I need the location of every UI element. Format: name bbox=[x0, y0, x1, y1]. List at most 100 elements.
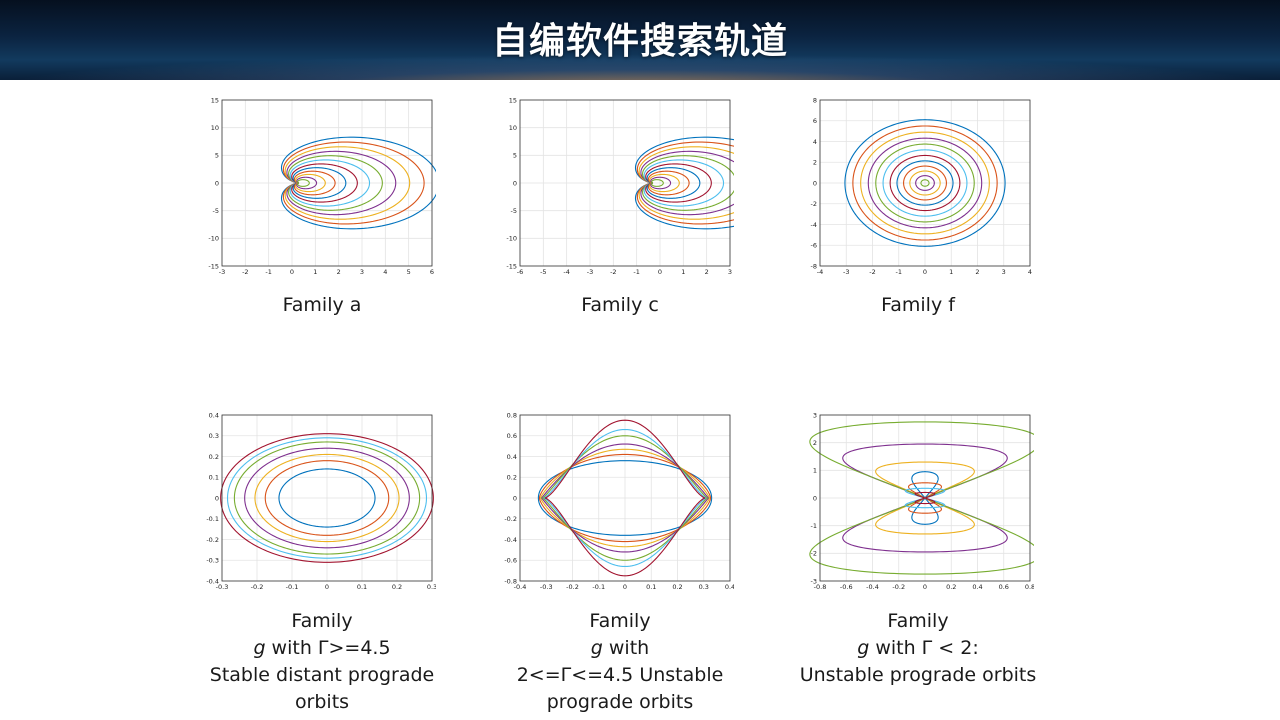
orbit-curve bbox=[284, 146, 411, 220]
orbit-curve bbox=[537, 460, 713, 536]
plot-family-c: -6 -5 -4 -3 -2 -1 0 1 2 3 -15 -10 -5 0 5 10 15 bbox=[498, 96, 734, 276]
caption-line: Family a bbox=[282, 294, 362, 316]
caption-g-symbol: g bbox=[590, 637, 603, 659]
orbit-curve bbox=[264, 460, 390, 536]
plot-family-g-unstable-mid: -0.4 -0.3 -0.2 -0.1 0 0.1 0.2 0.3 0.4 -0.8 -0.6 -0.… bbox=[498, 411, 734, 591]
caption-line: 2<=Γ<=4.5 Unstable bbox=[516, 664, 724, 686]
y-tick-label: 4 bbox=[813, 138, 817, 146]
orbit-curve bbox=[286, 150, 397, 216]
caption-g-symbol: g bbox=[253, 637, 266, 659]
x-tick-label: -6 bbox=[517, 268, 523, 276]
orbit-curve bbox=[643, 159, 725, 207]
caption-line: Family g with Γ>=4.5 bbox=[192, 608, 452, 662]
y-tick-label: 0 bbox=[215, 179, 219, 187]
caption-family-f: Family f bbox=[808, 292, 1028, 319]
orbit-curve bbox=[844, 119, 1006, 247]
orbit-curve bbox=[538, 453, 712, 543]
caption-line: Family c bbox=[581, 294, 659, 316]
x-tick-label: 6 bbox=[430, 268, 434, 276]
orbit-curve bbox=[896, 160, 954, 206]
orbit-curve bbox=[875, 143, 975, 223]
x-tick-label: 4 bbox=[383, 268, 387, 276]
y-tick-label: 0.1 bbox=[209, 474, 219, 482]
y-tick-label: 2 bbox=[813, 159, 817, 167]
orbit-curve bbox=[289, 159, 371, 207]
y-tick-label: 10 bbox=[211, 124, 219, 132]
orbit-curve bbox=[645, 163, 712, 203]
x-tick-label: 1 bbox=[681, 268, 685, 276]
x-tick-label: 3 bbox=[728, 268, 732, 276]
orbit-curve bbox=[288, 155, 383, 211]
x-tick-label: -0.3 bbox=[540, 583, 553, 591]
y-tick-label: 0.3 bbox=[209, 432, 219, 440]
x-tick-label: -2 bbox=[610, 268, 616, 276]
x-tick-label: 3 bbox=[1002, 268, 1006, 276]
caption-g-symbol: g bbox=[857, 637, 870, 659]
x-tick-label: 4 bbox=[1028, 268, 1032, 276]
caption-family-g-stable: Family g with Γ>=4.5 Stable distant prog… bbox=[192, 608, 452, 716]
caption-line: orbits bbox=[294, 691, 350, 713]
x-tick-label: 0.1 bbox=[357, 583, 367, 591]
caption-family-word: Family bbox=[291, 610, 353, 632]
earth-horizon-decoration bbox=[0, 54, 1280, 80]
orbit-curve bbox=[540, 435, 710, 561]
y-tick-label: 0.2 bbox=[507, 474, 517, 482]
x-tick-label: -3 bbox=[219, 268, 225, 276]
caption-family-a: Family a bbox=[212, 292, 432, 319]
plot-family-f: -4 -3 -2 -1 0 1 2 3 4 -8 -6 -4 -2 0 2 4 6 8 bbox=[798, 96, 1034, 276]
x-tick-label: 5 bbox=[407, 268, 411, 276]
y-tick-label: 6 bbox=[813, 117, 817, 125]
y-tick-label: -10 bbox=[506, 235, 517, 243]
orbit-curve bbox=[296, 176, 318, 190]
y-tick-label: 0 bbox=[513, 179, 517, 187]
orbit-curve bbox=[539, 448, 711, 548]
y-tick-label: 0.6 bbox=[507, 432, 517, 440]
y-tick-label: -0.4 bbox=[504, 536, 517, 544]
orbit-curve bbox=[226, 437, 428, 559]
x-tick-label: -3 bbox=[587, 268, 593, 276]
caption-condition: with Γ>=4.5 bbox=[265, 637, 391, 659]
plot-frame bbox=[221, 99, 433, 267]
plot-family-a: -3 -2 -1 0 1 2 3 4 5 6 -15 -10 -5 0 5 10 15 bbox=[200, 96, 436, 276]
x-tick-label: 0 bbox=[623, 583, 627, 591]
y-tick-label: 3 bbox=[813, 411, 817, 419]
x-tick-label: -0.3 bbox=[216, 583, 229, 591]
y-tick-label: -0.2 bbox=[504, 515, 517, 523]
y-tick-label: 0.4 bbox=[507, 453, 517, 461]
orbit-curve bbox=[860, 131, 990, 235]
plot-svg: -0.4 -0.3 -0.2 -0.1 0 0.1 0.2 0.3 0.4 -0.8 -0.6 -0.… bbox=[504, 411, 734, 591]
x-tick-label: -2 bbox=[242, 268, 248, 276]
x-tick-label: 0.6 bbox=[999, 583, 1009, 591]
plot-svg: -4 -3 -2 -1 0 1 2 3 4 -8 -6 -4 -2 0 2 4 6 8 bbox=[811, 96, 1033, 276]
y-tick-label: -0.2 bbox=[206, 536, 219, 544]
orbit-curve bbox=[651, 179, 664, 187]
x-tick-label: 0.3 bbox=[699, 583, 709, 591]
orbit-curve bbox=[649, 173, 680, 193]
y-tick-label: 0 bbox=[813, 494, 817, 502]
y-tick-label: -0.1 bbox=[206, 515, 219, 523]
plot-frame bbox=[519, 414, 731, 582]
x-tick-label: 2 bbox=[705, 268, 709, 276]
x-tick-label: 1 bbox=[949, 268, 953, 276]
x-tick-label: -0.8 bbox=[814, 583, 827, 591]
y-tick-label: -1 bbox=[811, 522, 817, 530]
x-tick-label: 0 bbox=[923, 583, 927, 591]
x-tick-label: -1 bbox=[265, 268, 271, 276]
x-tick-label: 0.2 bbox=[672, 583, 682, 591]
header-banner: 自编软件搜索轨道 bbox=[0, 0, 1280, 80]
plot-family-g-unstable-low: -0.8 -0.6 -0.4 -0.2 0 0.2 0.4 0.6 0.8 -3 -2 -1 0 1 2 3 bbox=[798, 411, 1034, 591]
orbit-curve bbox=[291, 163, 358, 203]
y-tick-label: 0 bbox=[513, 494, 517, 502]
x-tick-label: 0.1 bbox=[646, 583, 656, 591]
orbit-curve bbox=[254, 453, 400, 543]
caption-line: Stable distant prograde bbox=[209, 664, 435, 686]
y-tick-label: 0 bbox=[215, 494, 219, 502]
orbit-curve bbox=[280, 136, 436, 230]
orbit-curve bbox=[233, 441, 421, 555]
orbit-curve bbox=[640, 150, 734, 216]
caption-family-c: Family c bbox=[510, 292, 730, 319]
orbit-curve bbox=[909, 170, 941, 196]
y-tick-label: -0.6 bbox=[504, 557, 517, 565]
